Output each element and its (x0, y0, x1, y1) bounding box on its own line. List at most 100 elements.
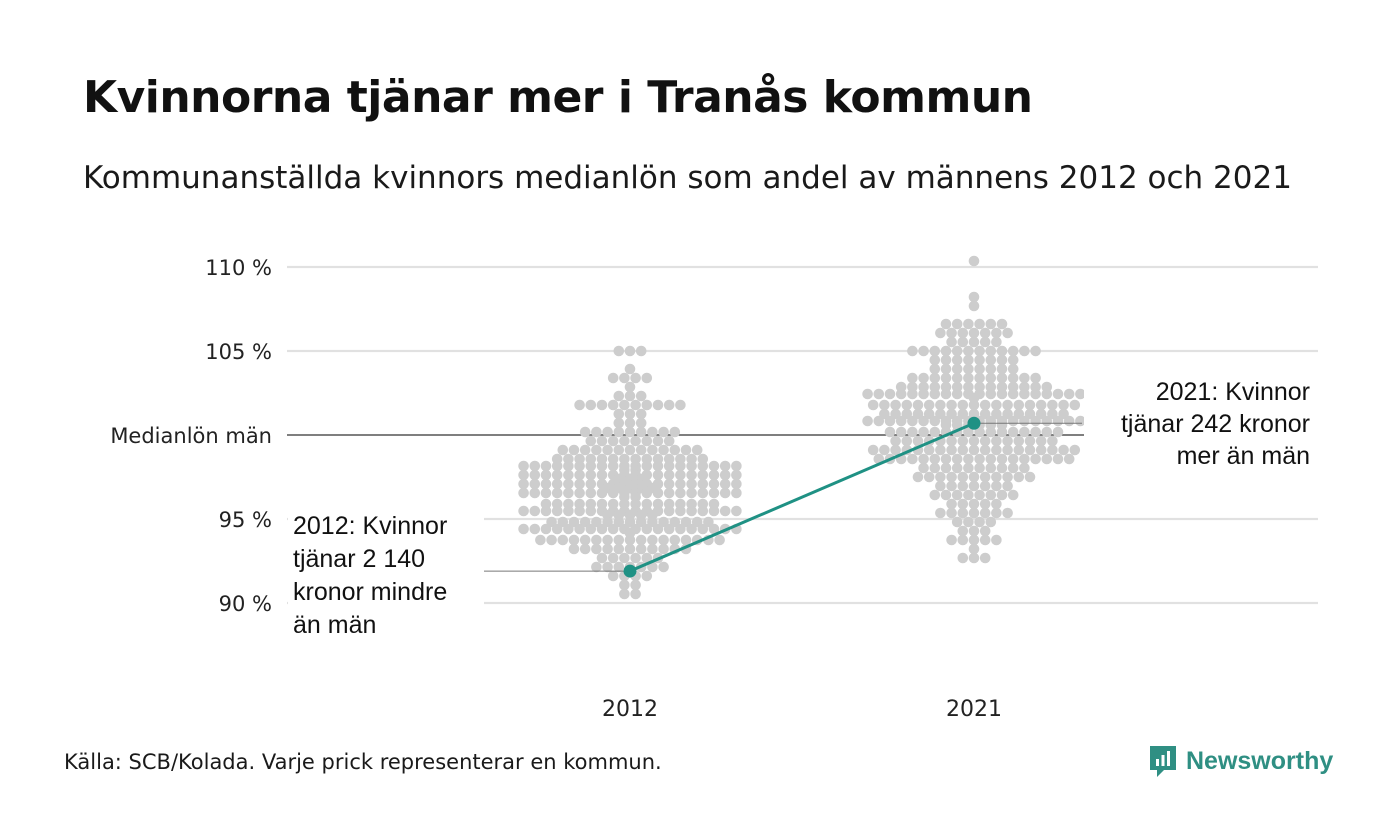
kommun-dot (991, 336, 1002, 348)
kommun-dot (624, 543, 636, 555)
kommun-dot (991, 444, 1002, 456)
kommun-dot (663, 487, 675, 499)
kommun-dot (1019, 462, 1030, 474)
kommun-dot (985, 453, 997, 465)
kommun-dot (1075, 388, 1086, 400)
kommun-dot (985, 345, 997, 357)
kommun-dot (1030, 426, 1041, 438)
kommun-dot (968, 480, 980, 492)
kommun-dot (529, 469, 541, 481)
kommun-dot (974, 462, 985, 474)
kommun-dot (663, 469, 675, 481)
kommun-dot (1052, 453, 1064, 465)
annotation-2021-line: 2021: Kvinnor (1156, 378, 1310, 406)
kommun-dot (951, 516, 963, 528)
chart-title: Kvinnorna tjänar mer i Tranås kommun (83, 72, 1033, 123)
kommun-dot (591, 426, 602, 438)
x-tick-label: 2012 (602, 697, 658, 722)
kommun-dot (635, 408, 647, 420)
chart-subtitle: Kommunanställda kvinnors medianlön som a… (83, 160, 1292, 196)
kommun-dot (697, 469, 709, 481)
kommun-dot (613, 417, 625, 429)
kommun-dot (985, 363, 997, 375)
kommun-dot (607, 435, 619, 447)
kommun-dot (647, 543, 658, 555)
kommun-dot (624, 408, 636, 420)
kommun-dot (596, 399, 608, 411)
kommun-dot (895, 415, 907, 427)
kommun-dot (540, 469, 552, 481)
kommun-dot (907, 388, 918, 400)
kommun-dot (647, 561, 658, 573)
kommun-dot (574, 523, 585, 535)
kommun-dot (675, 505, 686, 517)
kommun-dot (979, 435, 991, 447)
kommun-dot (879, 399, 890, 411)
kommun-dot (529, 460, 541, 472)
kommun-dot (968, 327, 980, 339)
kommun-dot (635, 390, 647, 402)
kommun-dot (968, 525, 980, 537)
kommun-dot (1041, 415, 1053, 427)
kommun-dot (1030, 388, 1041, 400)
kommun-dot (940, 462, 952, 474)
kommun-dot (613, 543, 625, 555)
kommun-dot (535, 534, 546, 546)
kommun-dot (1002, 471, 1013, 483)
kommun-dot (890, 435, 901, 447)
kommun-dot (946, 336, 957, 348)
kommun-dot (946, 444, 957, 456)
y-tick-label: 95 % (219, 508, 272, 532)
annotation-2021-line: tjänar 242 kronor (1121, 410, 1310, 438)
kommun-dot (907, 453, 918, 465)
kommun-dot (918, 426, 929, 438)
kommun-dot (731, 469, 742, 481)
kommun-dot (1002, 435, 1013, 447)
kommun-dot (946, 480, 957, 492)
kommun-dot (1035, 444, 1047, 456)
kommun-dot (957, 444, 969, 456)
kommun-dot (979, 480, 991, 492)
kommun-dot (985, 426, 997, 438)
kommun-dot (624, 426, 636, 438)
kommun-dot (946, 498, 957, 510)
kommun-dot (658, 444, 669, 456)
annotation-2012-line: tjänar 2 140 (293, 545, 425, 573)
kommun-dot (630, 579, 641, 591)
kommun-dot (1041, 426, 1053, 438)
kommun-dot (641, 435, 653, 447)
kommun-dot (991, 480, 1002, 492)
kommun-dot (652, 487, 664, 499)
kommun-dot (641, 552, 653, 564)
kommun-dot (652, 399, 664, 411)
kommun-dot (996, 426, 1008, 438)
kommun-dot (518, 505, 529, 517)
kommun-dot (895, 388, 907, 400)
kommun-dot (974, 426, 985, 438)
kommun-dot (929, 453, 941, 465)
kommun-dot (951, 345, 963, 357)
annotation-bg (288, 510, 484, 634)
kommun-dot (635, 417, 647, 429)
kommun-dot (929, 462, 941, 474)
kommun-dot (1007, 415, 1019, 427)
kommun-dot (641, 523, 653, 535)
kommun-dot (1007, 489, 1019, 501)
kommun-dot (873, 415, 885, 427)
kommun-dot (563, 505, 574, 517)
kommun-dot (1069, 399, 1081, 411)
kommun-dot (579, 543, 591, 555)
kommun-dot (979, 327, 991, 339)
kommun-dot (1013, 471, 1025, 483)
kommun-dot (585, 435, 597, 447)
kommun-dot (708, 523, 720, 535)
kommun-dot (1013, 435, 1025, 447)
kommun-dot (596, 487, 608, 499)
kommun-dot (563, 469, 574, 481)
kommun-dot (1002, 507, 1013, 519)
kommun-dot (974, 354, 985, 366)
kommun-dot (518, 478, 529, 490)
highlight-line (629, 421, 975, 573)
kommun-dot (968, 498, 980, 510)
kommun-dot (940, 388, 952, 400)
